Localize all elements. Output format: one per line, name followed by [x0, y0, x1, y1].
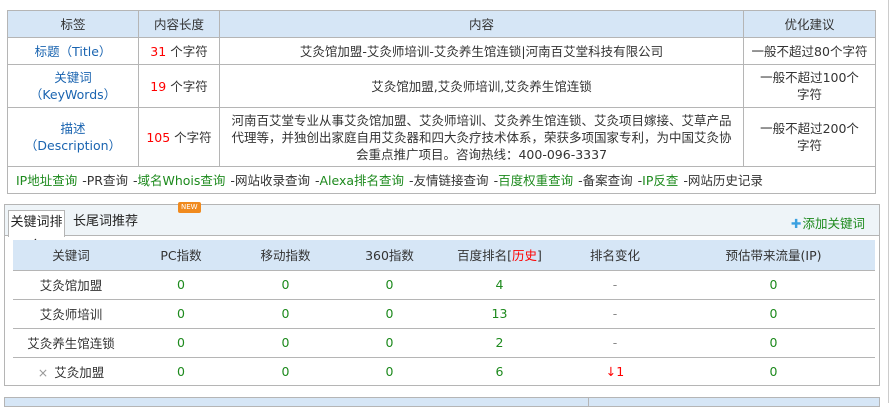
tab-longtail[interactable]: 长尾词推荐 [73, 214, 139, 229]
mobile-index: 0 [233, 299, 338, 329]
traffic: 0 [769, 364, 778, 380]
col-header: 百度排名[历史] [441, 240, 558, 271]
rank-change: ↓1 [605, 364, 625, 380]
table-row: 艾灸养生馆连锁 0 0 0 2 - 0 [13, 328, 875, 358]
table-row: 艾灸馆加盟 0 0 0 4 - 0 [13, 270, 875, 300]
360-index: 0 [338, 299, 441, 329]
meta-length: 19 个字符 [138, 64, 220, 108]
page-edge [888, 0, 889, 403]
link-alexa[interactable]: Alexa排名查询 [319, 172, 405, 188]
table-row: × 艾灸加盟 0 0 0 6 ↓1 0 [13, 357, 875, 386]
360-index: 0 [338, 328, 441, 358]
add-keyword-button[interactable]: ✚添加关键词 [791, 216, 865, 231]
meta-length: 31 个字符 [138, 37, 220, 65]
link-pr[interactable]: PR查询 [86, 172, 128, 188]
meta-advice: 一般不超过100个字符 [743, 64, 876, 108]
table-row: 艾灸师培训 0 0 0 13 - 0 [13, 299, 875, 329]
next-table-header [4, 397, 880, 407]
pc-index: 0 [129, 299, 233, 329]
col-header: 优化建议 [743, 10, 876, 38]
pc-index: 0 [177, 364, 185, 380]
rank-change: - [558, 270, 672, 300]
mobile-index: 0 [233, 328, 338, 358]
col-header: 排名变化 [558, 240, 672, 271]
col-header: PC指数 [129, 240, 233, 271]
meta-content: 河南百艾堂专业从事艾灸馆加盟、艾灸师培训、艾灸养生馆连锁、艾灸项目嫁接、艾草产品… [219, 107, 744, 167]
pc-index: 0 [129, 328, 233, 358]
col-header: 内容长度 [138, 10, 220, 38]
table-row: 关键词（KeyWords） 19 个字符 艾灸馆加盟,艾灸师培训,艾灸养生馆连锁… [7, 64, 876, 108]
col-header: 标签 [7, 10, 139, 38]
meta-content: 艾灸馆加盟,艾灸师培训,艾灸养生馆连锁 [219, 64, 744, 108]
keyword-rank-table: 关键词 PC指数 移动指数 360指数 百度排名[历史] 排名变化 预估带来流量… [13, 240, 875, 386]
tool-links: IP地址查询 -PR查询 -域名Whois查询 -网站收录查询 -Alexa排名查询 -友… [7, 166, 876, 194]
link-friend-links[interactable]: 友情链接查询 [413, 172, 489, 188]
rank-change: - [558, 328, 672, 358]
tab-keyword-ranking[interactable]: 关键词排名 [8, 210, 65, 254]
baidu-rank: 13 [441, 299, 558, 329]
keyword-panel: 关键词排名 长尾词推荐 NEW ✚添加关键词 关键词 PC指数 移动指数 360… [4, 202, 880, 386]
history-link[interactable]: 历史 [512, 248, 538, 264]
link-whois[interactable]: 域名Whois查询 [137, 172, 226, 188]
keyword: × 艾灸加盟 [37, 365, 105, 381]
traffic: 0 [672, 299, 875, 329]
rank-change: - [558, 299, 672, 329]
tab-bar: 关键词排名 长尾词推荐 NEW ✚添加关键词 [5, 202, 879, 254]
traffic: 0 [672, 270, 875, 300]
keyword: 艾灸馆加盟 [13, 270, 129, 300]
col-header: 关键词 [13, 240, 129, 271]
baidu-rank: 6 [495, 364, 504, 380]
baidu-rank: 4 [441, 270, 558, 300]
table-row: 描述（Description） 105 个字符 河南百艾堂专业从事艾灸馆加盟、艾… [7, 107, 876, 167]
col-header: 内容 [219, 10, 744, 38]
link-index[interactable]: 网站收录查询 [234, 172, 310, 188]
plus-icon: ✚ [791, 216, 802, 231]
pc-index: 0 [129, 270, 233, 300]
new-badge: NEW [178, 202, 201, 213]
mobile-index: 0 [281, 364, 290, 380]
meta-advice: 一般不超过80个字符 [743, 37, 876, 65]
col-header: 移动指数 [233, 240, 338, 271]
360-index: 0 [385, 364, 394, 380]
meta-length: 105 个字符 [138, 107, 220, 167]
col-header: 360指数 [338, 240, 441, 271]
meta-advice: 一般不超过200个字符 [743, 107, 876, 167]
link-icp[interactable]: 备案查询 [582, 172, 633, 188]
table-row: 标题（Title） 31 个字符 艾灸馆加盟-艾灸师培训-艾灸养生馆连锁|河南百… [7, 37, 876, 65]
360-index: 0 [338, 270, 441, 300]
col-header: 预估带来流量(IP) [672, 240, 875, 271]
delete-icon[interactable]: × [37, 365, 49, 381]
baidu-rank: 2 [441, 328, 558, 358]
meta-info-table: 标签 内容长度 内容 优化建议 标题（Title） 31 个字符 艾灸馆加盟-艾… [7, 10, 876, 194]
link-ip-reverse[interactable]: IP反查 [642, 172, 679, 188]
meta-label: 关键词（KeyWords） [7, 64, 139, 108]
meta-label: 标题（Title） [7, 37, 139, 65]
traffic: 0 [672, 328, 875, 358]
mobile-index: 0 [233, 270, 338, 300]
link-history[interactable]: 网站历史记录 [687, 172, 763, 188]
meta-label: 描述（Description） [7, 107, 139, 167]
link-baidu-weight[interactable]: 百度权重查询 [498, 172, 574, 188]
keyword: 艾灸养生馆连锁 [13, 328, 129, 358]
keyword: 艾灸师培训 [13, 299, 129, 329]
link-ip-lookup[interactable]: IP地址查询 [16, 172, 78, 188]
meta-content: 艾灸馆加盟-艾灸师培训-艾灸养生馆连锁|河南百艾堂科技有限公司 [219, 37, 744, 65]
